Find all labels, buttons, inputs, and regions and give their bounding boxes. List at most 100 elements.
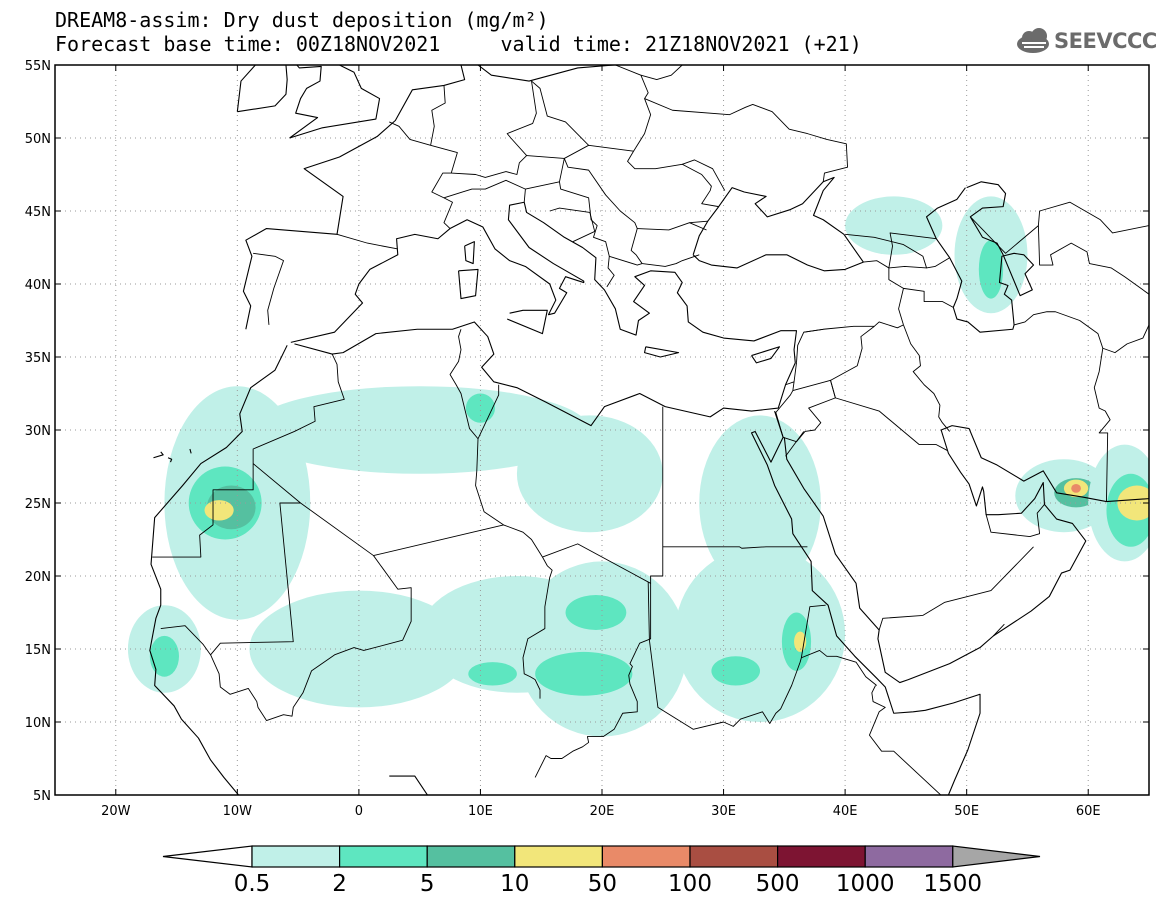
- country-border: [252, 353, 345, 464]
- lat-label: 30N: [25, 424, 51, 439]
- coastline: [236, 65, 288, 113]
- country-border: [373, 524, 553, 699]
- dust-patch: [674, 546, 846, 723]
- coastline: [464, 241, 475, 265]
- country-border: [449, 329, 504, 526]
- dust-patch: [468, 662, 517, 686]
- dust-patch: [978, 240, 1004, 299]
- coastline: [751, 346, 781, 364]
- country-border: [526, 155, 700, 267]
- coastline: [692, 176, 864, 272]
- country-border: [888, 232, 937, 326]
- dust-patch: [535, 651, 633, 696]
- lat-label: 5N: [33, 789, 51, 804]
- country-border: [559, 181, 615, 288]
- country-border: [477, 384, 500, 439]
- country-border: [785, 381, 795, 386]
- coastline: [189, 448, 192, 454]
- coastline: [477, 65, 615, 82]
- graticule: [55, 64, 1149, 796]
- dust-patch: [465, 393, 496, 423]
- lat-label: 35N: [25, 351, 51, 366]
- country-border: [662, 546, 808, 549]
- coastline: [153, 451, 164, 459]
- country-border: [152, 463, 254, 558]
- lon-label: 60E: [1076, 804, 1101, 819]
- colorbar-label: 1000: [836, 871, 895, 897]
- colorbar-swatch: [514, 845, 603, 868]
- country-border: [803, 328, 824, 333]
- dust-patch: [204, 500, 234, 521]
- lon-label: 40E: [833, 804, 858, 819]
- axis-labels: 20W 10W 0 10E 20E 30E 40E 50E 60E 55N 50N 45N 40N 35N…: [25, 59, 1149, 819]
- country-border: [389, 121, 458, 229]
- coastline: [926, 181, 1035, 333]
- country-border: [637, 222, 707, 231]
- lon-label: 30E: [711, 804, 736, 819]
- lat-label: 20N: [25, 570, 51, 585]
- colorbar-high-arrow: [952, 845, 1041, 868]
- lon-label: 20W: [101, 804, 131, 819]
- country-border: [993, 623, 1005, 637]
- coastline: [643, 346, 680, 358]
- country-border: [903, 287, 954, 308]
- coastline: [242, 65, 466, 330]
- dust-patch: [1117, 485, 1149, 521]
- dust-patch: [711, 656, 761, 686]
- country-border: [1013, 311, 1111, 502]
- country-border: [868, 685, 942, 795]
- logo-text: SEEVCCC: [1054, 29, 1157, 53]
- dust-patch: [516, 415, 663, 533]
- colorbar-low-arrow: [162, 845, 253, 868]
- dust-patch: [516, 561, 688, 737]
- dust-patch: [149, 635, 179, 677]
- colorbar-label: 50: [588, 871, 617, 897]
- country-border: [689, 220, 708, 224]
- country-border: [525, 144, 719, 208]
- colorbar-swatch: [864, 845, 954, 868]
- coastline: [149, 345, 288, 795]
- cloud-logo-icon: [1017, 28, 1049, 53]
- coastline: [167, 457, 173, 463]
- country-border: [451, 80, 537, 178]
- lon-label: 10E: [468, 804, 493, 819]
- country-border: [682, 159, 726, 191]
- lon-label: 10W: [223, 804, 253, 819]
- lon-label: 0: [355, 804, 363, 819]
- country-border: [253, 252, 284, 325]
- forecast-time-line: Forecast base time: 00Z18NOV2021 valid t…: [55, 32, 862, 56]
- coastline: [506, 309, 548, 335]
- country-border: [647, 581, 826, 730]
- lat-label: 40N: [25, 278, 51, 293]
- colorbar-label: 2: [332, 871, 347, 897]
- colorbar-swatch: [689, 845, 779, 868]
- country-border: [926, 257, 950, 269]
- lat-label: 45N: [25, 205, 51, 220]
- dust-patch: [565, 594, 627, 631]
- colorbar-swatch: [426, 845, 516, 868]
- colorbar-label: 0.5: [234, 871, 271, 897]
- colorbar-label: 10: [500, 871, 529, 897]
- country-border: [443, 179, 526, 203]
- dust-patch: [1071, 484, 1081, 493]
- colorbar-swatch: [601, 845, 691, 868]
- dust-patch: [845, 196, 943, 255]
- colorbar-swatch: [251, 845, 341, 868]
- country-border: [1102, 324, 1149, 354]
- map-title: DREAM8-assim: Dry dust deposition (mg/m²…: [55, 8, 549, 32]
- country-border: [210, 502, 412, 721]
- lat-label: 10N: [25, 716, 51, 731]
- coastlines-borders: [149, 65, 1149, 795]
- country-border: [609, 255, 643, 266]
- country-border: [801, 650, 877, 686]
- country-border: [160, 463, 301, 656]
- country-border: [430, 85, 446, 146]
- lat-label: 50N: [25, 132, 51, 147]
- coastline: [458, 268, 479, 300]
- country-border: [640, 65, 683, 81]
- coastline: [389, 775, 429, 795]
- country-border: [549, 207, 596, 243]
- country-border: [785, 431, 805, 457]
- lon-label: 50E: [954, 804, 979, 819]
- country-border: [830, 380, 948, 451]
